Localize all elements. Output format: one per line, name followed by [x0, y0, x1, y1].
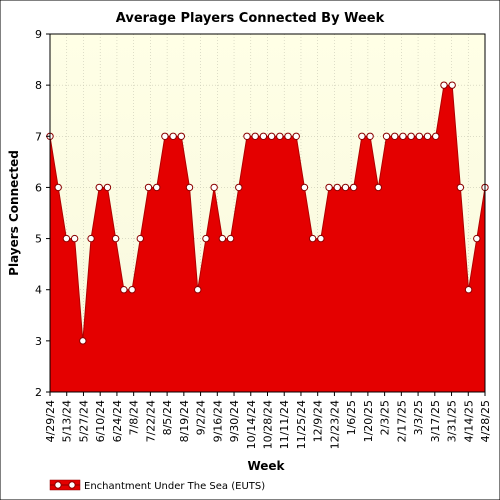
data-point	[391, 132, 399, 140]
x-tick-label: 12/9/24	[312, 400, 325, 442]
x-tick-label: 6/10/24	[94, 400, 107, 442]
data-point	[79, 337, 87, 345]
data-point	[243, 132, 251, 140]
data-point	[317, 234, 325, 243]
y-tick-label: 2	[35, 386, 42, 399]
data-point	[407, 132, 415, 140]
x-tick-label: 10/14/24	[245, 400, 258, 449]
x-tick-label: 12/23/24	[328, 400, 341, 449]
y-tick-label: 6	[35, 181, 42, 194]
x-tick-label: 4/28/25	[479, 400, 492, 442]
data-point	[177, 132, 186, 140]
x-tick-label: 4/29/24	[44, 400, 57, 442]
data-point	[267, 132, 276, 140]
data-point	[440, 81, 448, 89]
data-point	[333, 183, 341, 192]
x-tick-label: 4/14/25	[462, 400, 475, 442]
legend-marker-icon	[54, 481, 62, 489]
data-point	[95, 183, 103, 192]
data-point	[308, 234, 317, 243]
x-tick-label: 8/5/24	[161, 400, 174, 435]
x-tick-label: 10/28/24	[262, 400, 275, 449]
data-point	[194, 286, 202, 294]
data-point	[87, 234, 95, 243]
x-tick-label: 5/13/24	[61, 400, 74, 442]
x-tick-label: 9/16/24	[211, 400, 224, 442]
data-point	[202, 234, 210, 243]
data-point	[300, 183, 309, 192]
data-point	[341, 183, 350, 192]
x-axis-label: Week	[247, 459, 285, 473]
data-point	[120, 286, 128, 294]
x-tick-label: 7/8/24	[128, 400, 141, 435]
data-point	[103, 183, 112, 192]
x-tick-label: 3/3/25	[412, 400, 425, 435]
data-point	[54, 183, 62, 192]
x-tick-label: 8/19/24	[178, 400, 191, 442]
data-point	[423, 132, 432, 140]
chart-title: Average Players Connected By Week	[116, 11, 385, 26]
data-point	[111, 234, 120, 243]
x-tick-label: 11/25/24	[295, 400, 308, 449]
x-tick-label: 9/30/24	[228, 400, 241, 442]
x-tick-label: 6/24/24	[111, 400, 124, 442]
legend-marker-icon	[68, 481, 76, 489]
data-point	[144, 183, 153, 192]
data-point	[152, 183, 161, 192]
x-tick-label: 3/17/25	[429, 400, 442, 442]
y-tick-label: 5	[35, 233, 42, 246]
data-point	[161, 132, 169, 140]
x-tick-label: 11/11/24	[278, 400, 291, 449]
x-tick-label: 7/22/24	[144, 400, 157, 442]
data-point	[218, 234, 227, 243]
y-tick-label: 4	[35, 284, 42, 297]
data-point	[325, 183, 333, 192]
data-point	[62, 234, 71, 243]
y-tick-label: 3	[35, 335, 42, 348]
data-point	[259, 132, 268, 140]
x-tick-label: 5/27/24	[77, 400, 90, 442]
legend-label: Enchantment Under The Sea (EUTS)	[84, 481, 265, 492]
data-point	[349, 183, 358, 192]
data-point	[226, 234, 235, 243]
x-tick-label: 3/31/25	[446, 400, 459, 442]
series-area	[50, 85, 485, 393]
y-tick-label: 9	[35, 28, 42, 41]
data-point	[276, 132, 284, 140]
y-tick-label: 8	[35, 79, 42, 92]
data-point	[415, 132, 424, 140]
data-point	[70, 234, 79, 243]
x-tick-label: 9/2/24	[195, 400, 208, 435]
data-point	[399, 132, 407, 140]
data-point	[358, 132, 366, 140]
data-point	[128, 286, 136, 294]
x-tick-label: 1/20/25	[362, 400, 375, 442]
data-point	[473, 234, 481, 243]
data-point	[210, 183, 218, 192]
data-point	[136, 234, 144, 243]
data-point	[366, 132, 374, 140]
data-point	[382, 132, 391, 140]
data-point	[448, 81, 456, 89]
data-point	[185, 183, 194, 192]
data-point	[169, 132, 177, 140]
data-point	[374, 183, 383, 192]
data-point	[251, 132, 259, 140]
data-point	[284, 132, 292, 140]
data-point	[292, 132, 300, 140]
data-point	[456, 183, 465, 192]
x-axis-ticks: 4/29/24 5/13/24 5/27/24 6/10/24 6/24/24 7/8/2…	[44, 392, 492, 449]
y-tick-label: 7	[35, 130, 42, 143]
y-axis-ticks: 2 3 4 5 6 7 8 9	[35, 28, 50, 399]
data-point	[235, 183, 243, 192]
x-tick-label: 2/17/25	[395, 400, 408, 442]
data-point	[464, 286, 473, 294]
x-tick-label: 2/3/25	[379, 400, 392, 435]
legend: Enchantment Under The Sea (EUTS)	[49, 479, 265, 492]
data-point	[432, 132, 440, 140]
x-tick-label: 1/6/25	[345, 400, 358, 435]
y-axis-label: Players Connected	[7, 150, 21, 276]
